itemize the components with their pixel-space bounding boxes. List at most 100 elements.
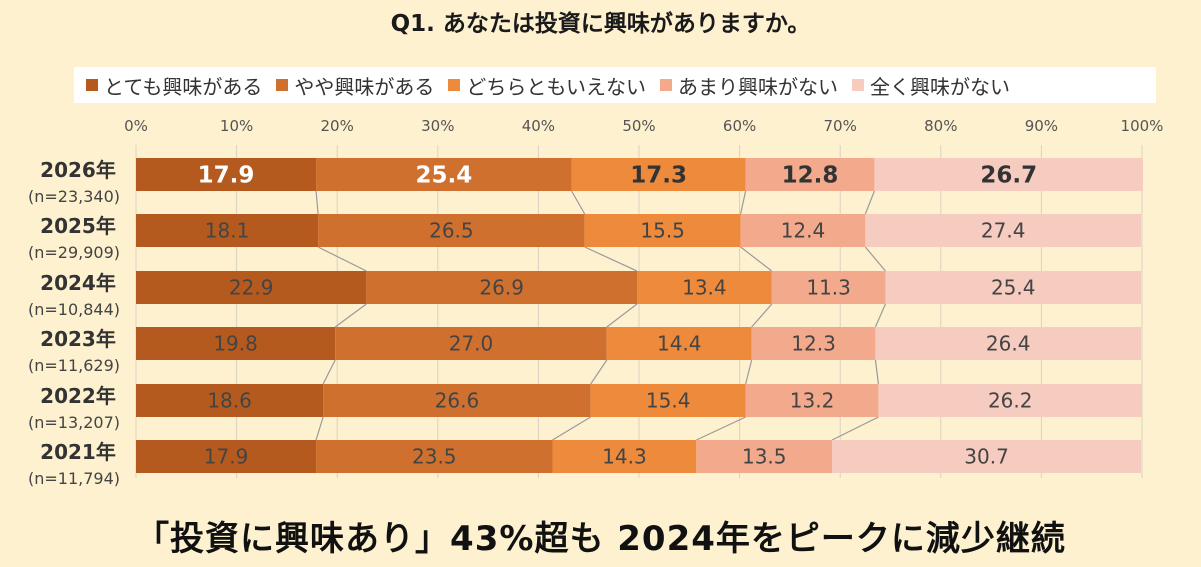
sample-size-label: (n=10,844) xyxy=(28,300,120,319)
data-label: 11.3 xyxy=(806,276,851,300)
sample-size-label: (n=29,909) xyxy=(28,243,120,262)
bar-segment xyxy=(878,384,1142,417)
connector-line xyxy=(317,246,367,272)
data-label: 17.3 xyxy=(630,163,687,189)
data-label: 27.4 xyxy=(981,219,1026,243)
data-label: 22.9 xyxy=(229,276,274,300)
bar-segment xyxy=(552,440,697,473)
legend-swatch xyxy=(86,79,98,91)
legend-label: とても興味がある xyxy=(104,74,263,99)
bar-segment xyxy=(771,271,886,304)
connector-line xyxy=(740,190,747,215)
bar-segment xyxy=(323,384,591,417)
data-label: 26.2 xyxy=(988,389,1033,413)
legend: とても興味がある やや興味がある どちらともいえない あまり興味がない 全く興味がない xyxy=(74,67,1156,103)
bar-segment xyxy=(136,327,336,360)
x-tick-label: 0% xyxy=(124,117,148,135)
data-label: 14.4 xyxy=(657,332,702,356)
bar-segment xyxy=(318,214,585,247)
connector-line xyxy=(590,359,608,385)
bar-segment xyxy=(584,214,741,247)
data-label: 15.5 xyxy=(640,219,685,243)
data-label: 17.9 xyxy=(198,163,255,189)
connector-line xyxy=(740,246,773,272)
connector-line xyxy=(571,190,586,215)
data-label: 17.9 xyxy=(204,445,249,469)
legend-item: とても興味がある xyxy=(86,71,262,100)
x-tick-label: 60% xyxy=(723,117,756,135)
connector-line xyxy=(552,416,592,441)
data-label: 13.2 xyxy=(790,389,835,413)
connector-line xyxy=(584,246,638,272)
legend-swatch xyxy=(852,79,865,91)
x-tick-label: 10% xyxy=(220,117,253,135)
data-label: 26.7 xyxy=(980,163,1037,189)
x-tick-label: 90% xyxy=(1025,117,1058,135)
data-label: 26.5 xyxy=(429,219,474,243)
legend-label: あまり興味がない xyxy=(678,74,839,99)
connector-line xyxy=(874,359,880,385)
x-tick-label: 80% xyxy=(924,117,957,135)
category-label: 2021年 xyxy=(40,440,116,464)
data-label: 26.4 xyxy=(986,332,1031,356)
bar-segment xyxy=(590,384,746,417)
bar-segment xyxy=(885,271,1141,304)
x-tick-label: 30% xyxy=(421,117,454,135)
connector-line xyxy=(864,246,886,272)
sample-size-label: (n=23,340) xyxy=(28,187,120,206)
chart-title: Q1. あなたは投資に興味がありますか。 xyxy=(390,11,811,37)
connector-line xyxy=(315,416,324,441)
legend-item: 全く興味がない xyxy=(852,71,1010,100)
legend-swatch xyxy=(276,79,289,91)
bar-segment xyxy=(832,440,1141,473)
connector-line xyxy=(696,416,746,441)
connector-line xyxy=(606,303,638,328)
stacked-bar-chart: 0% 10% 20% 30% 40% 50% 60% 70% 80% 90% 100% 17.9 25.… xyxy=(28,117,1164,488)
connector-line xyxy=(874,303,887,328)
connector-line xyxy=(831,416,879,441)
bar-segment xyxy=(745,158,875,191)
headline: 「投資に興味あり」43%超も 2024年をピークに減少継続 xyxy=(135,519,1066,559)
bar-segment xyxy=(571,158,746,191)
legend-swatch xyxy=(448,79,461,91)
data-label: 27.0 xyxy=(449,332,494,356)
bar-segment xyxy=(875,327,1141,360)
bar-segment xyxy=(751,327,876,360)
data-label: 12.3 xyxy=(791,332,836,356)
x-tick-label: 70% xyxy=(824,117,857,135)
category-label: 2024年 xyxy=(40,271,116,295)
legend-item: どちらともいえない xyxy=(448,71,646,100)
data-label: 30.7 xyxy=(964,445,1009,469)
bar-segment xyxy=(865,214,1141,247)
x-tick-label: 100% xyxy=(1121,117,1164,135)
data-label: 13.4 xyxy=(682,276,727,300)
sample-size-label: (n=11,629) xyxy=(28,356,120,375)
legend-swatch xyxy=(660,79,673,91)
data-label: 26.9 xyxy=(479,276,524,300)
connector-line xyxy=(745,359,753,385)
bar-segment xyxy=(740,214,866,247)
bar-segment xyxy=(316,158,572,191)
data-label: 25.4 xyxy=(415,163,472,189)
bar-segment xyxy=(606,327,752,360)
data-label: 26.6 xyxy=(435,389,480,413)
data-label: 18.6 xyxy=(207,389,252,413)
bar-segment xyxy=(366,271,637,304)
data-label: 15.4 xyxy=(646,389,691,413)
legend-item: あまり興味がない xyxy=(660,71,838,100)
legend-item: やや興味がある xyxy=(276,71,434,100)
bar-segment xyxy=(136,440,317,473)
x-tick-label: 50% xyxy=(622,117,655,135)
bar-segment xyxy=(316,440,553,473)
bar-segment xyxy=(745,384,879,417)
category-label: 2023年 xyxy=(40,327,116,351)
category-label: 2025年 xyxy=(40,214,116,238)
legend-label: どちらともいえない xyxy=(466,74,647,99)
data-label: 14.3 xyxy=(602,445,647,469)
data-label: 18.1 xyxy=(205,219,250,243)
bar-segment xyxy=(636,271,772,304)
connector-line xyxy=(334,303,367,328)
data-label: 12.4 xyxy=(781,219,826,243)
connector-line xyxy=(864,190,875,215)
connector-line xyxy=(315,190,319,215)
